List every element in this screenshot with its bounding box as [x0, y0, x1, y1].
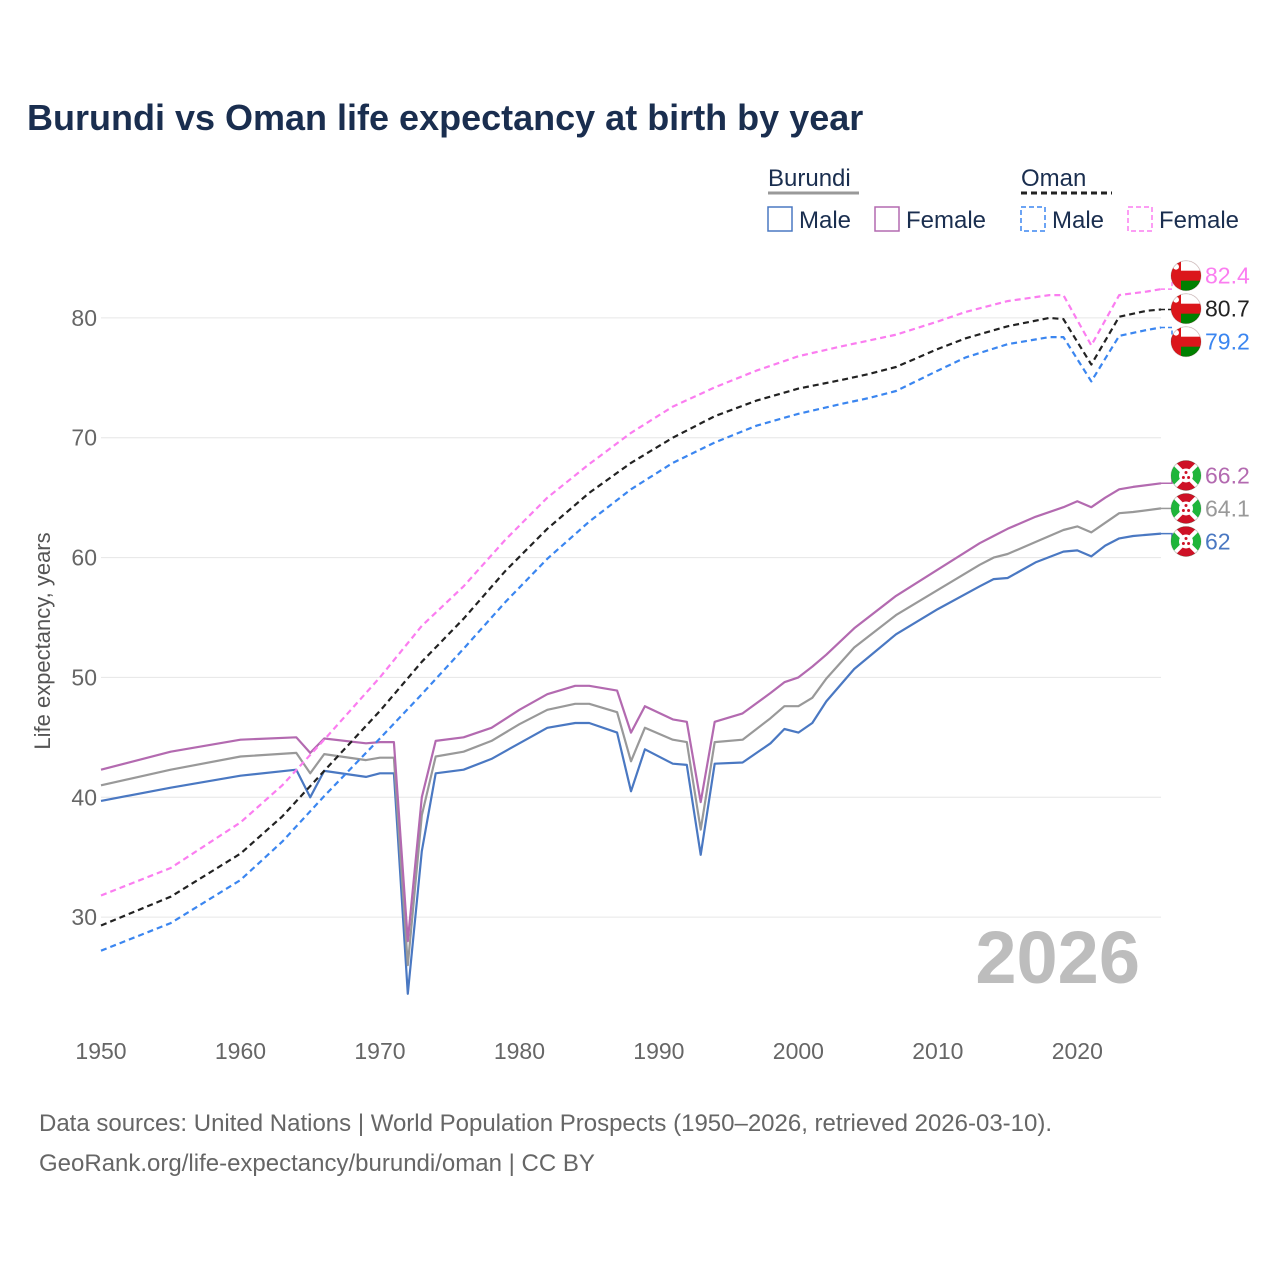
source-line-1: Data sources: United Nations | World Pop…: [39, 1110, 1052, 1137]
legend-label: Male: [799, 207, 851, 234]
end-value-label: 80.7: [1205, 296, 1250, 322]
series-lines: [100, 288, 1162, 995]
legend-swatch-burundi-male: [767, 206, 793, 232]
legend-swatch-oman-female: [1127, 206, 1153, 232]
year-watermark: 2026: [975, 916, 1140, 999]
legend: Burundi Male Female Oman Male Female: [767, 165, 1239, 234]
x-tick-label: 1990: [633, 1038, 684, 1064]
oman-flag-icon: [1170, 260, 1202, 292]
end-connector: [1161, 308, 1173, 311]
y-tick-label: 40: [71, 784, 97, 810]
end-value-label: 66.2: [1205, 462, 1250, 488]
series-line-burundi-female: [100, 482, 1162, 943]
series-line-oman-male: [100, 326, 1162, 952]
chart-title: Burundi vs Oman life expectancy at birth…: [27, 97, 863, 138]
end-value-label: 79.2: [1205, 329, 1250, 355]
y-axis-label: Life expectancy, years: [30, 532, 55, 749]
y-tick-label: 30: [71, 904, 97, 930]
source-line-2: GeoRank.org/life-expectancy/burundi/oman…: [39, 1150, 595, 1177]
x-tick-label: 1980: [494, 1038, 545, 1064]
end-connector: [1161, 532, 1173, 542]
x-tick-label: 1970: [354, 1038, 405, 1064]
end-value-label: 82.4: [1205, 263, 1250, 289]
burundi-flag-icon: [1170, 492, 1202, 524]
y-tick-label: 50: [71, 664, 97, 690]
legend-label: Female: [906, 207, 986, 234]
y-tick-label: 70: [71, 425, 97, 451]
series-line-oman-female: [100, 288, 1162, 897]
x-tick-label: 2000: [773, 1038, 824, 1064]
x-tick-label: 1960: [215, 1038, 266, 1064]
legend-group-oman: Oman: [1021, 165, 1086, 192]
x-tick-label: 1950: [75, 1038, 126, 1064]
x-tick-label: 2020: [1052, 1038, 1103, 1064]
series-line-oman-total: [100, 308, 1162, 927]
series-line-burundi-total: [100, 507, 1162, 967]
legend-group-burundi: Burundi: [768, 165, 851, 192]
end-connector: [1161, 475, 1173, 485]
legend-label: Male: [1052, 207, 1104, 234]
y-axis-ticks: 30 40 50 60 70 80: [71, 305, 97, 930]
end-connector: [1161, 275, 1173, 290]
end-value-label: 64.1: [1205, 495, 1250, 521]
end-value-label: 62: [1205, 528, 1231, 554]
legend-label: Female: [1159, 207, 1239, 234]
legend-swatch-burundi-female: [874, 206, 900, 232]
series-line-burundi-male: [100, 532, 1162, 995]
end-labels: 82.4 80.7 79.2 66.2 64.1 62: [1161, 260, 1250, 557]
end-connector: [1161, 326, 1173, 342]
y-gridlines: [101, 317, 1161, 918]
oman-flag-icon: [1170, 293, 1202, 325]
y-tick-label: 60: [71, 545, 97, 571]
oman-flag-icon: [1170, 326, 1202, 358]
burundi-flag-icon: [1170, 525, 1202, 557]
x-tick-label: 2010: [912, 1038, 963, 1064]
x-axis-ticks: 1950 1960 1970 1980 1990 2000 2010 2020: [75, 1038, 1102, 1064]
legend-swatch-oman-male: [1020, 206, 1046, 232]
burundi-flag-icon: [1170, 459, 1202, 491]
y-tick-label: 80: [71, 305, 97, 331]
